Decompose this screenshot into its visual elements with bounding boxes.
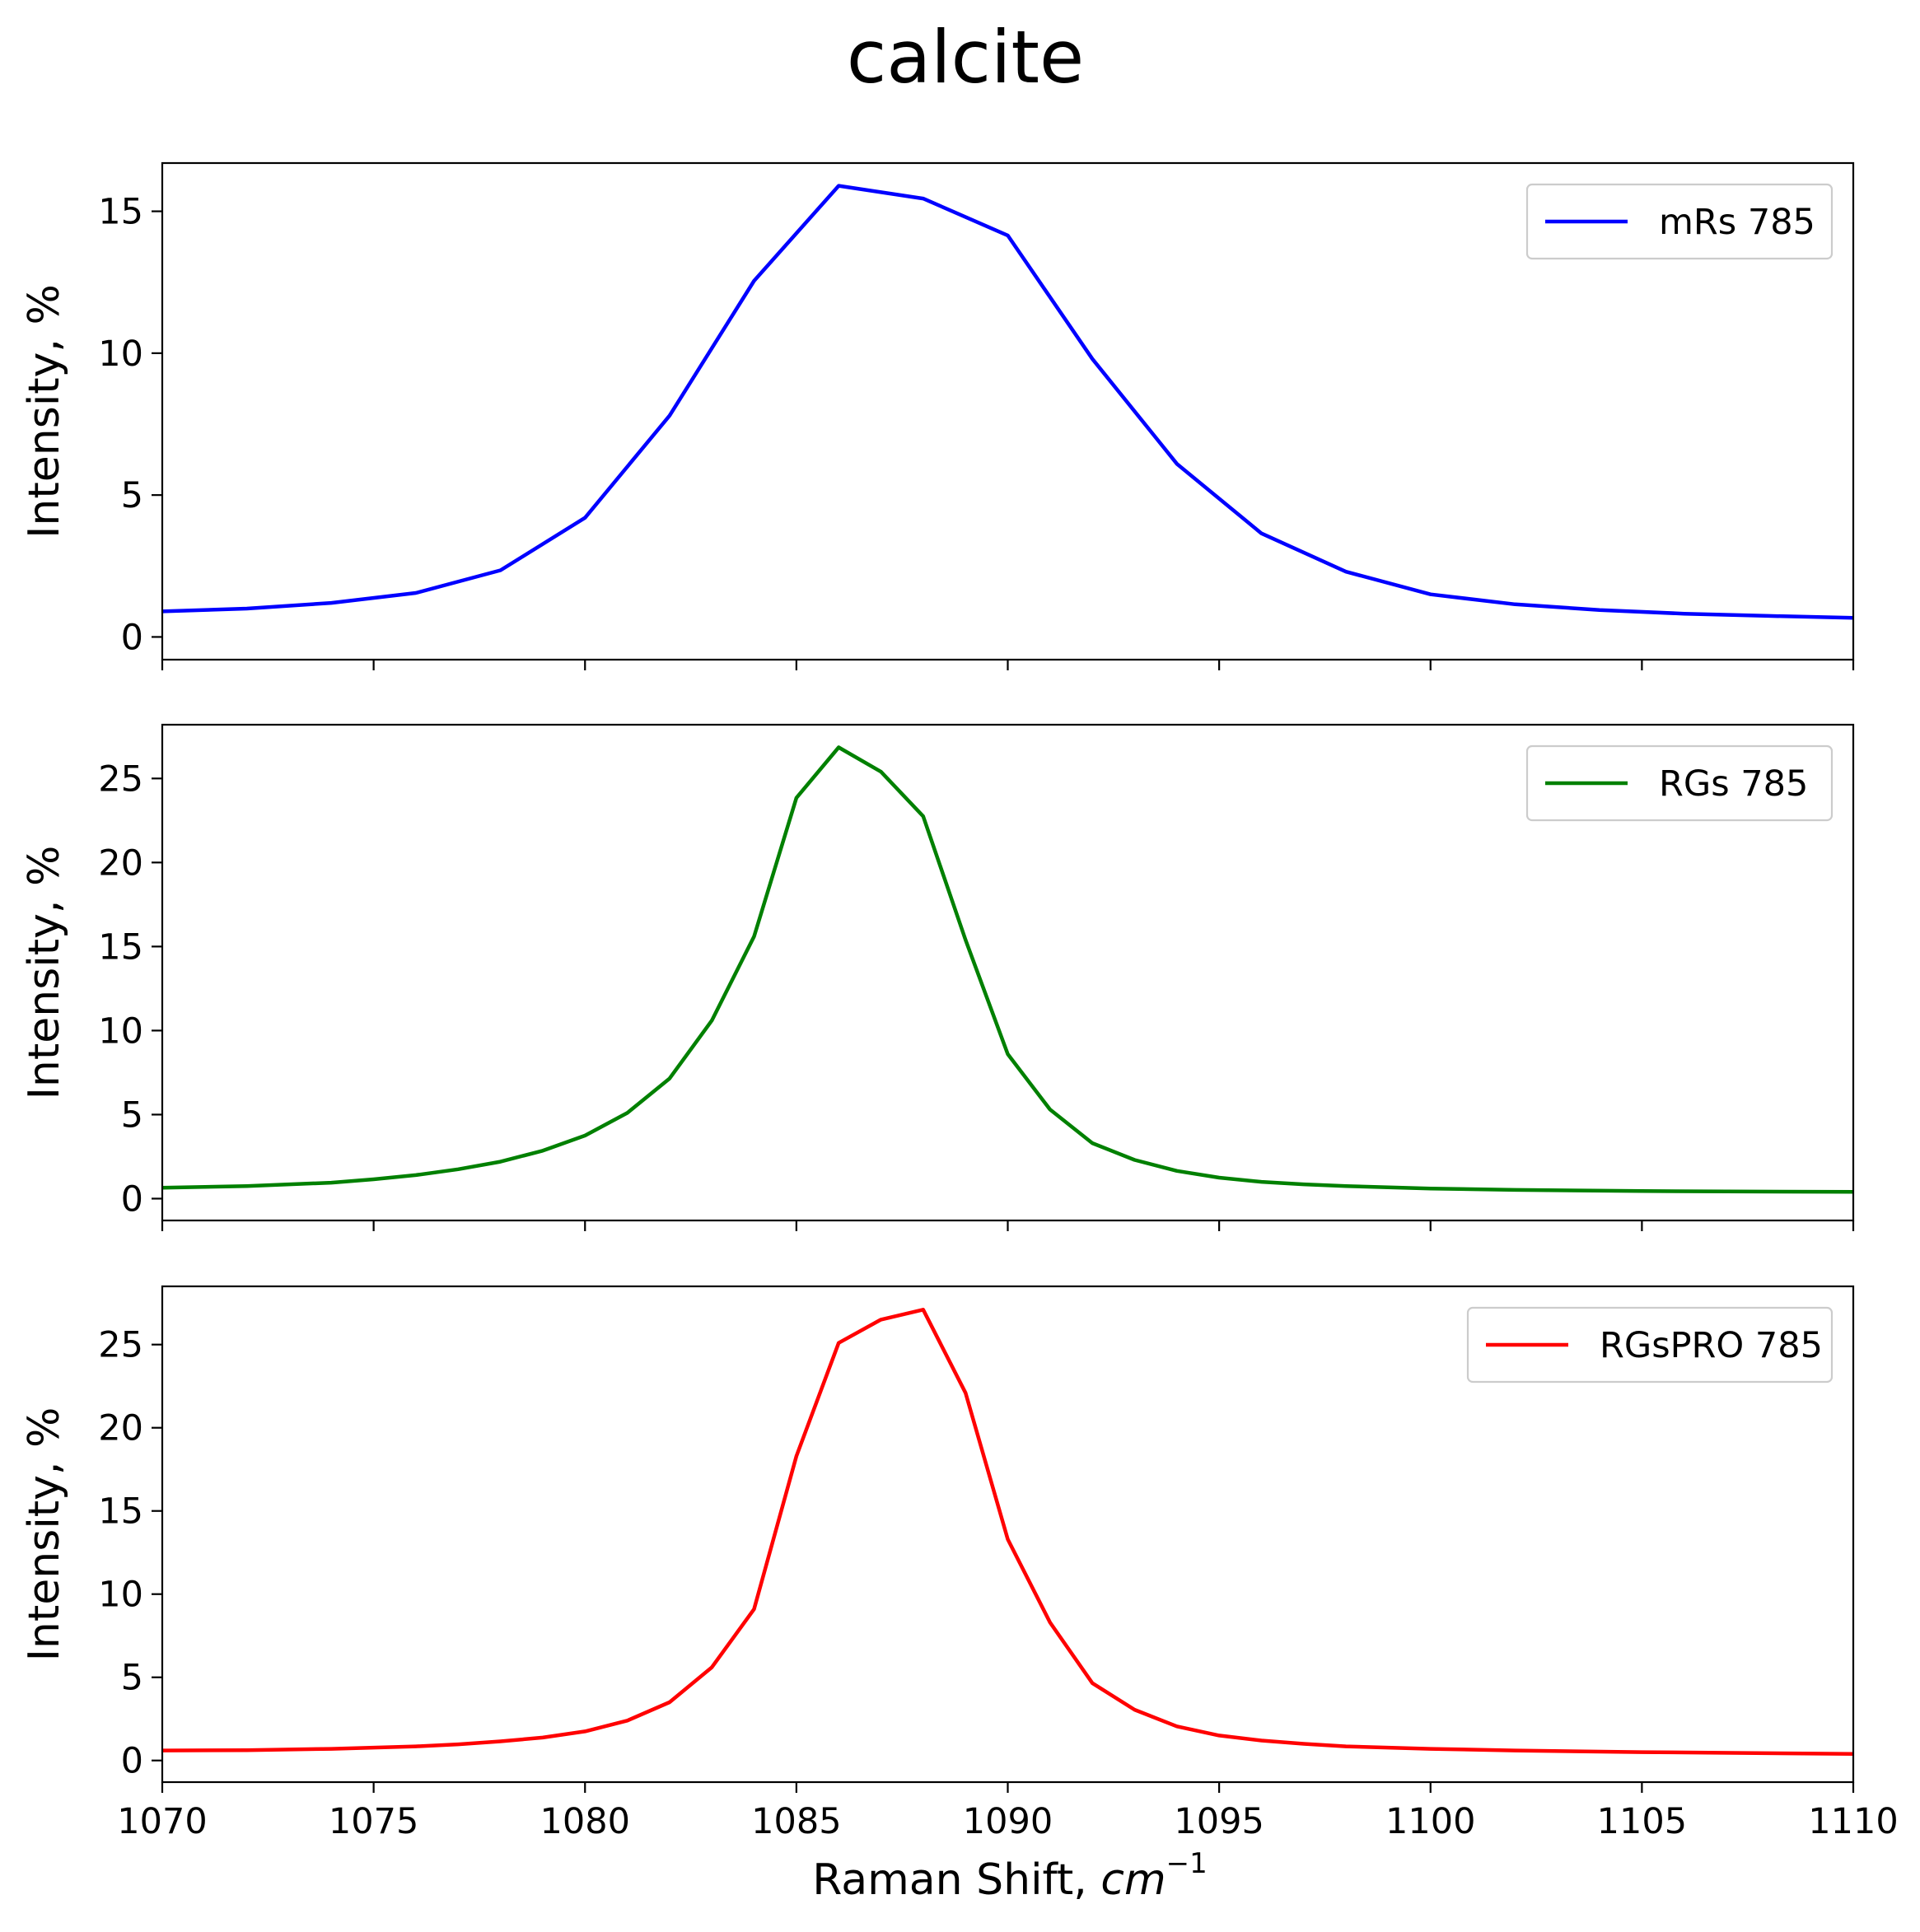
x-axis-label-unit-exponent: −1 xyxy=(1166,1847,1208,1880)
panel-2-y-tick-label-0: 0 xyxy=(121,1178,143,1220)
panel-3-y-tick-label-5: 5 xyxy=(121,1658,143,1699)
panel-3-y-tick-label-15: 15 xyxy=(98,1491,143,1533)
panel-3-x-tick-label-1070: 1070 xyxy=(117,1801,207,1842)
panel-2-legend: RGs 785 xyxy=(1525,744,1834,822)
panel-2-y-tick-label-20: 20 xyxy=(98,842,143,884)
panel-1-legend-box xyxy=(1525,183,1834,260)
series-line-rgs-785 xyxy=(162,745,1853,1194)
panel-3-legend: RGsPRO 785 xyxy=(1466,1306,1834,1384)
panel-3: 1070 1075 1080 1085 1090 1095 1100 1105 1110 0 5 10… xyxy=(20,1285,1899,1842)
panel-3-legend-box xyxy=(1466,1306,1834,1384)
panel-2: 0 5 10 15 20 25 Intensity, % RGs 785 xyxy=(20,723,1855,1231)
panel-1-legend: mRs 785 xyxy=(1525,183,1834,260)
panel-3-x-tick-label-1090: 1090 xyxy=(963,1801,1053,1842)
panel-3-x-tick-label-1100: 1100 xyxy=(1385,1801,1475,1842)
panel-1-y-axis-label: Intensity, % xyxy=(20,284,69,539)
panel-3-x-tick-label-1110: 1110 xyxy=(1808,1801,1898,1842)
panel-3-x-tick-label-1075: 1075 xyxy=(329,1801,418,1842)
panel-1-y-tick-label-5: 5 xyxy=(121,475,143,516)
panel-3-x-tick-label-1095: 1095 xyxy=(1174,1801,1264,1842)
legend-label-rgspro-785: RGsPRO 785 xyxy=(1600,1325,1823,1366)
panel-1: 0 5 10 15 Intensity, % mRs 785 xyxy=(20,161,1855,670)
panel-1-y-tick-label-15: 15 xyxy=(98,192,143,233)
panel-3-x-tick-label-1085: 1085 xyxy=(751,1801,841,1842)
panel-3-y-tick-label-25: 25 xyxy=(98,1325,143,1366)
panel-2-y-tick-label-25: 25 xyxy=(98,758,143,800)
panel-2-y-tick-label-10: 10 xyxy=(98,1010,143,1052)
legend-label-rgs-785: RGs 785 xyxy=(1659,763,1808,805)
legend-label-mrs-785: mRs 785 xyxy=(1659,202,1815,243)
panel-1-y-tick-label-0: 0 xyxy=(121,617,143,658)
x-axis-label-text: Raman Shift, xyxy=(812,1855,1100,1905)
panel-2-y-axis-label: Intensity, % xyxy=(20,846,69,1100)
panel-1-y-tick-label-10: 10 xyxy=(98,334,143,375)
x-axis-label-unit: cm xyxy=(1100,1855,1166,1905)
x-axis-label: Raman Shift, cm−1 xyxy=(812,1847,1208,1905)
figure-title: calcite xyxy=(847,15,1084,100)
panel-3-y-tick-label-0: 0 xyxy=(121,1741,143,1782)
panel-3-y-tick-label-20: 20 xyxy=(98,1408,143,1449)
panel-2-y-tick-label-15: 15 xyxy=(98,926,143,968)
series-line-rgspro-785 xyxy=(162,1308,1853,1756)
panel-3-x-tick-label-1080: 1080 xyxy=(540,1801,630,1842)
panel-3-y-tick-label-10: 10 xyxy=(98,1575,143,1616)
panel-3-x-tick-label-1105: 1105 xyxy=(1597,1801,1687,1842)
panel-3-y-axis-label: Intensity, % xyxy=(20,1407,69,1662)
panel-2-y-tick-label-5: 5 xyxy=(121,1094,143,1136)
panel-2-legend-box xyxy=(1525,744,1834,822)
series-line-mrs-785 xyxy=(162,184,1853,620)
